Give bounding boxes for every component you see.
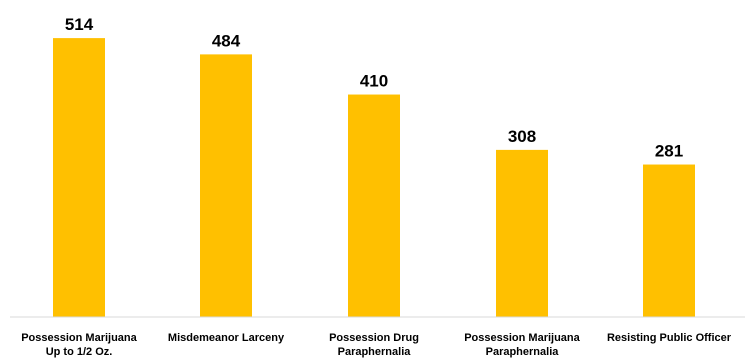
bar-4 — [496, 149, 548, 317]
bar-2 — [200, 54, 252, 317]
data-labels-layer: 514 484 410 308 281 — [65, 15, 683, 160]
category-label-3-line-2: Paraphernalia — [338, 346, 412, 358]
category-label-4-line-2: Paraphernalia — [486, 346, 560, 358]
data-label-5: 281 — [655, 142, 683, 161]
data-label-1: 514 — [65, 15, 94, 34]
category-label-3-line-1: Possession Drug — [329, 332, 419, 344]
category-label-2: Misdemeanor Larceny — [168, 332, 285, 344]
category-label-3: Possession Drug Paraphernalia — [329, 332, 419, 358]
category-label-2-line-1: Misdemeanor Larceny — [168, 332, 285, 344]
data-label-3: 410 — [360, 72, 388, 91]
category-label-4-line-1: Possession Marijuana — [464, 332, 580, 344]
bar-1 — [53, 38, 105, 317]
category-label-5-line-1: Resisting Public Officer — [607, 332, 732, 344]
bar-3 — [348, 94, 400, 317]
category-label-1-line-2: Up to 1/2 Oz. — [46, 346, 113, 358]
data-label-2: 484 — [212, 31, 241, 50]
bars-layer — [53, 38, 695, 317]
category-labels-layer: Possession Marijuana Up to 1/2 Oz. Misdeme… — [21, 332, 732, 358]
data-label-4: 308 — [508, 127, 536, 146]
category-label-5: Resisting Public Officer — [607, 332, 732, 344]
category-label-1: Possession Marijuana Up to 1/2 Oz. — [21, 332, 137, 358]
category-label-4: Possession Marijuana Paraphernalia — [464, 332, 580, 358]
category-label-1-line-1: Possession Marijuana — [21, 332, 137, 344]
bar-5 — [643, 164, 695, 317]
